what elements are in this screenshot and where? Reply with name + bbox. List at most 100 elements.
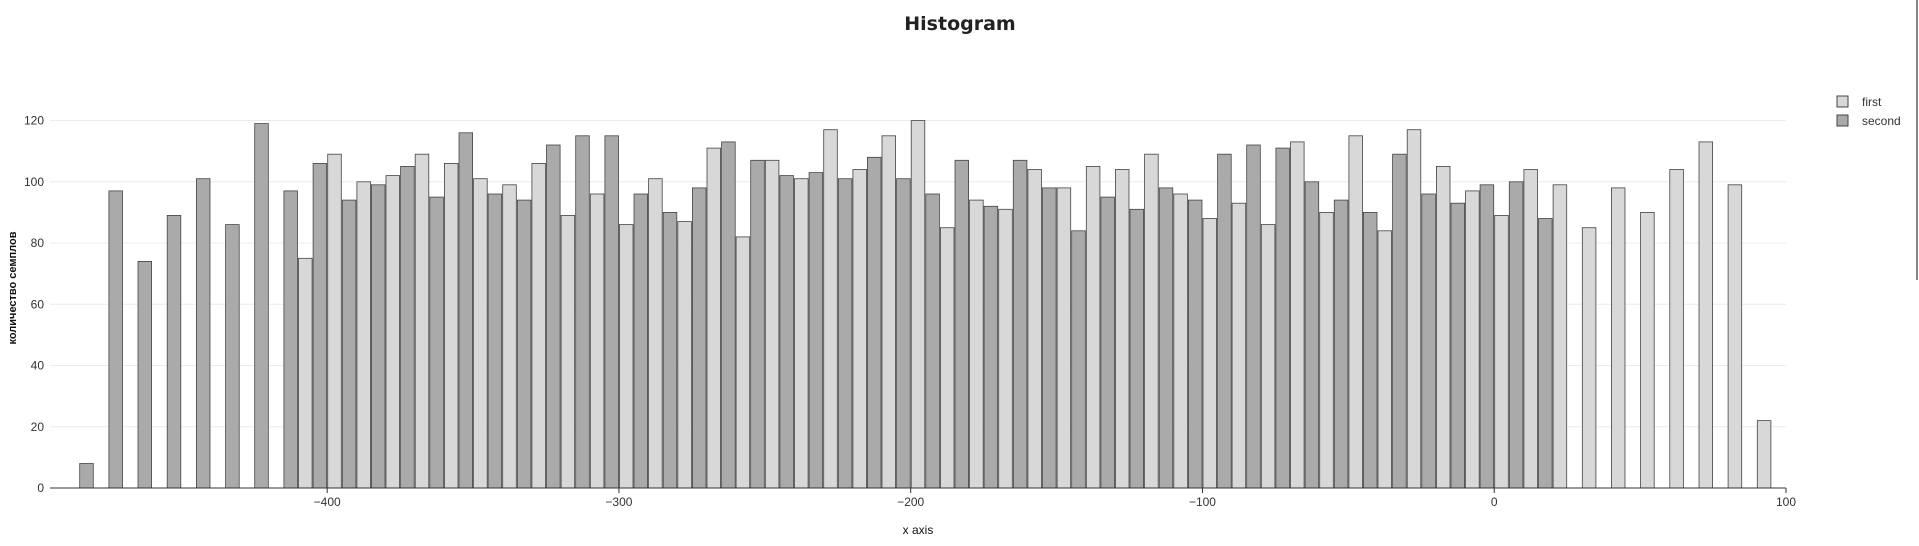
bar-first xyxy=(1494,214,1509,489)
bar-second xyxy=(108,190,123,489)
bar-second xyxy=(1042,187,1057,489)
bar-second xyxy=(1538,218,1553,489)
bar-first xyxy=(910,120,926,489)
bar-second xyxy=(721,141,736,489)
bar-second xyxy=(283,190,298,489)
bar-second xyxy=(779,175,794,489)
bar-first xyxy=(852,169,867,489)
bar-second xyxy=(1363,211,1378,489)
bar-second xyxy=(546,144,561,489)
bar-first xyxy=(940,227,955,489)
bar-second xyxy=(1508,181,1524,489)
bar-second xyxy=(604,135,619,489)
bar-first xyxy=(881,135,897,489)
bar-first xyxy=(998,208,1013,489)
bar-second xyxy=(575,135,590,489)
bar-first xyxy=(823,129,838,489)
bar-first xyxy=(356,181,371,489)
x-tick-label: 100 xyxy=(1776,495,1796,509)
x-axis-label: x axis xyxy=(903,523,934,537)
bar-first xyxy=(706,147,722,489)
bar-first xyxy=(1260,224,1276,489)
bar-first xyxy=(619,224,634,489)
scrollbar[interactable] xyxy=(1916,0,1918,280)
bar-second xyxy=(1129,208,1145,489)
bar-second xyxy=(692,187,707,489)
bar-second xyxy=(429,196,444,489)
bar-second xyxy=(867,156,882,489)
bar-first xyxy=(1406,129,1422,489)
bar-first xyxy=(1727,184,1743,489)
legend-swatch-second xyxy=(1836,114,1849,127)
bar-first xyxy=(1669,169,1684,489)
x-tick-label: −400 xyxy=(314,495,341,509)
y-ticks: 0 20 40 60 80 100 120 xyxy=(24,114,44,496)
bar-second xyxy=(1012,159,1028,489)
bar-second xyxy=(896,178,911,489)
bar-second xyxy=(516,199,532,489)
bar-first xyxy=(735,236,751,489)
bar-first xyxy=(1523,169,1538,489)
bar-second xyxy=(312,162,328,489)
bar-first xyxy=(502,184,517,489)
x-tick-label: 0 xyxy=(1491,495,1498,509)
y-axis-label: количество семплов xyxy=(7,231,19,344)
bar-first xyxy=(327,153,342,489)
bar-second xyxy=(662,211,678,489)
bar-first xyxy=(1465,190,1480,489)
bar-second xyxy=(954,159,970,489)
y-tick-label: 20 xyxy=(31,420,45,434)
y-tick-label: 120 xyxy=(24,114,44,128)
legend-label-second: second xyxy=(1862,114,1901,128)
bar-second xyxy=(1158,187,1174,489)
legend-swatch-first xyxy=(1836,95,1849,108)
x-ticks: −400 −300 −200 −100 0 100 xyxy=(314,488,1796,509)
bar-first xyxy=(531,162,546,489)
bar-second xyxy=(925,193,940,489)
bar-second xyxy=(750,159,765,489)
bar-second xyxy=(370,184,386,489)
y-tick-label: 40 xyxy=(31,359,45,373)
y-tick-label: 100 xyxy=(24,175,44,189)
bar-second xyxy=(137,260,153,489)
bar-first xyxy=(1756,420,1772,489)
bar-second xyxy=(195,178,211,489)
bar-first xyxy=(969,199,984,489)
bar-first xyxy=(1377,230,1393,489)
bar-second xyxy=(1392,153,1407,489)
bar-first xyxy=(1027,169,1042,489)
bar-first xyxy=(1115,169,1130,489)
bar-first xyxy=(1144,153,1159,489)
y-tick-label: 60 xyxy=(31,297,45,311)
bar-first xyxy=(1640,211,1655,489)
bar-second xyxy=(341,199,357,489)
bar-second xyxy=(1304,181,1320,489)
bar-first xyxy=(677,221,692,489)
bar-second xyxy=(1246,144,1261,489)
legend-label-first: first xyxy=(1862,95,1882,109)
bar-second xyxy=(1479,184,1495,489)
y-tick-label: 0 xyxy=(37,481,44,495)
bar-first xyxy=(298,257,313,489)
bar-first xyxy=(473,178,488,489)
bar-first xyxy=(1319,211,1334,489)
bar-first xyxy=(1436,165,1451,489)
x-tick-label: −300 xyxy=(605,495,632,509)
bar-first xyxy=(589,193,605,489)
bar-second xyxy=(1275,147,1290,489)
bar-first xyxy=(764,159,780,489)
bar-first xyxy=(1056,187,1072,489)
bar-second xyxy=(166,214,182,489)
bar-first xyxy=(1348,135,1363,489)
bar-first xyxy=(1581,227,1597,489)
bar-first xyxy=(443,162,459,489)
bar-first xyxy=(385,175,401,489)
legend: first second xyxy=(1836,95,1901,128)
bar-second xyxy=(1100,196,1115,489)
bar-second xyxy=(254,123,269,489)
x-tick-label: −200 xyxy=(897,495,924,509)
y-tick-label: 80 xyxy=(31,236,45,250)
bar-second xyxy=(487,193,503,489)
bar-second xyxy=(1333,199,1349,489)
